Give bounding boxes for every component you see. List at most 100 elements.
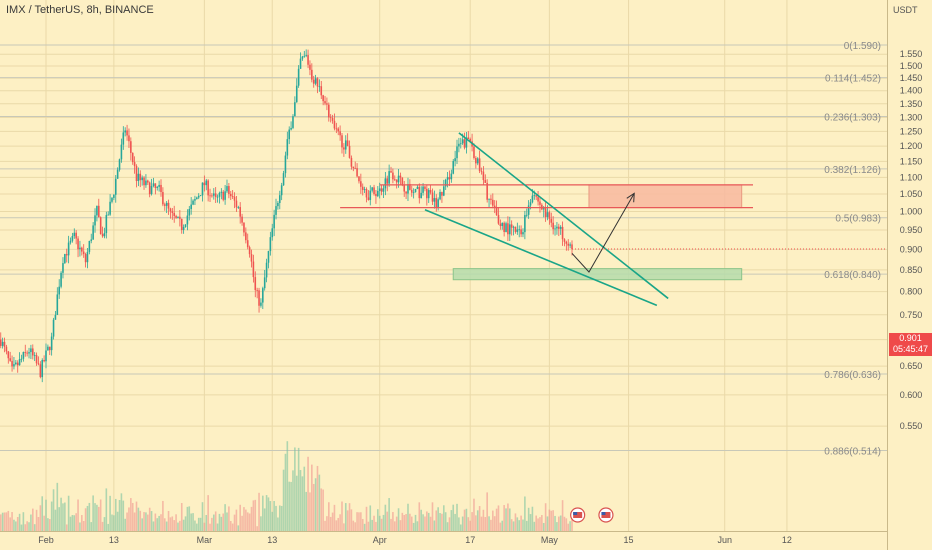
candle-body-up: [371, 187, 373, 191]
volume-bar-down: [514, 513, 517, 531]
volume-bar-up: [124, 518, 126, 531]
candle-body-down: [231, 196, 234, 197]
volume-bar-down: [167, 510, 170, 531]
volume-bar-down: [482, 509, 485, 531]
volume-bar-down: [405, 514, 407, 531]
volume-bar-down: [348, 503, 351, 531]
candle-body-down: [203, 182, 206, 186]
x-tick-label: 13: [109, 535, 119, 545]
volume-bar-down: [495, 508, 498, 531]
bar-countdown: 05:45:47: [892, 344, 929, 354]
candle-body-up: [554, 228, 556, 230]
candle-body-down: [169, 208, 172, 212]
candle-body-down: [386, 178, 389, 184]
candle-body-up: [33, 355, 36, 357]
candle-body-down: [424, 186, 426, 189]
candle-body-up: [107, 214, 110, 216]
x-tick-label: 17: [465, 535, 475, 545]
candle-body-up: [522, 232, 524, 235]
candle-body-up: [559, 226, 562, 229]
candle-body-up: [114, 178, 117, 195]
flag-icon: [601, 512, 611, 518]
volume-bar-up: [15, 521, 17, 531]
volume-bar-down: [492, 510, 494, 531]
candle-body-up: [271, 228, 274, 238]
candle-body-down: [361, 186, 364, 190]
y-tick-label: 1.500: [900, 61, 923, 71]
volume-bar-down: [380, 518, 383, 531]
candle-body-down: [99, 217, 102, 235]
candle-body-up: [56, 294, 59, 315]
fib-level-label: 0(1.590): [844, 41, 881, 52]
candle-body-down: [405, 191, 407, 194]
candle-body-down: [24, 351, 27, 353]
candle-body-down: [431, 192, 434, 202]
volume-bar-up: [518, 520, 521, 531]
candle-body-down: [435, 198, 438, 208]
volume-bar-up: [314, 478, 317, 531]
volume-bar-down: [35, 509, 38, 531]
candle-body-down: [245, 232, 247, 241]
volume-bar-up: [109, 495, 111, 531]
candle-body-down: [173, 212, 176, 216]
candle-body-up: [90, 239, 93, 241]
fib-level-label: 0.886(0.514): [824, 446, 881, 457]
x-tick-label: Feb: [38, 535, 54, 545]
volume-bar-down: [126, 512, 128, 531]
candle-body-down: [346, 140, 349, 146]
candle-body-down: [3, 341, 6, 347]
volume-bar-down: [316, 465, 319, 531]
candle-body-up: [542, 208, 545, 210]
volume-bar-down: [510, 519, 513, 531]
volume-bar-down: [128, 507, 130, 531]
volume-bar-down: [254, 499, 257, 531]
candle-body-up: [79, 247, 81, 250]
volume-bar-up: [73, 515, 76, 531]
candle-body-up: [118, 159, 121, 170]
volume-bar-up: [92, 495, 94, 531]
volume-bar-down: [395, 516, 398, 531]
candle-body-down: [0, 339, 2, 346]
volume-bar-up: [260, 516, 262, 531]
candle-body-up: [363, 189, 366, 190]
candle-body-up: [186, 215, 189, 225]
candle-body-down: [35, 355, 38, 364]
flag-icon: [573, 512, 583, 518]
volume-bar-down: [5, 512, 8, 531]
x-tick-label: Jun: [717, 535, 732, 545]
volume-bar-down: [475, 515, 477, 531]
volume-bar-down: [203, 522, 206, 531]
candle-body-down: [499, 223, 502, 227]
volume-bar-down: [393, 521, 396, 531]
candle-body-down: [480, 170, 483, 172]
candle-body-up: [64, 254, 66, 264]
volume-bar-down: [490, 519, 492, 531]
candle-body-down: [11, 360, 13, 367]
candle-body-down: [148, 182, 151, 195]
volume-bar-up: [1, 512, 4, 531]
volume-bar-down: [214, 511, 217, 531]
candle-body-up: [378, 188, 381, 191]
wedge-upper-trendline: [458, 132, 669, 300]
candle-body-up: [197, 195, 200, 198]
volume-bar-down: [258, 492, 260, 531]
volume-bar-up: [439, 513, 441, 531]
volume-bar-down: [32, 508, 34, 531]
volume-bar-down: [548, 509, 551, 531]
candle-body-up: [488, 198, 490, 200]
volume-bar-down: [231, 523, 234, 531]
candle-body-down: [16, 362, 19, 366]
candle-body-down: [128, 135, 130, 142]
volume-bar-up: [111, 514, 113, 531]
candle-body-down: [478, 158, 481, 171]
candle-body-up: [218, 192, 221, 197]
volume-bar-down: [329, 516, 332, 531]
candle-body-up: [158, 184, 160, 187]
volume-bar-up: [569, 521, 571, 531]
volume-bar-down: [24, 524, 27, 531]
candle-body-down: [354, 167, 356, 169]
candle-body-up: [28, 352, 30, 354]
candle-body-up: [212, 193, 215, 196]
candle-body-down: [309, 64, 311, 70]
